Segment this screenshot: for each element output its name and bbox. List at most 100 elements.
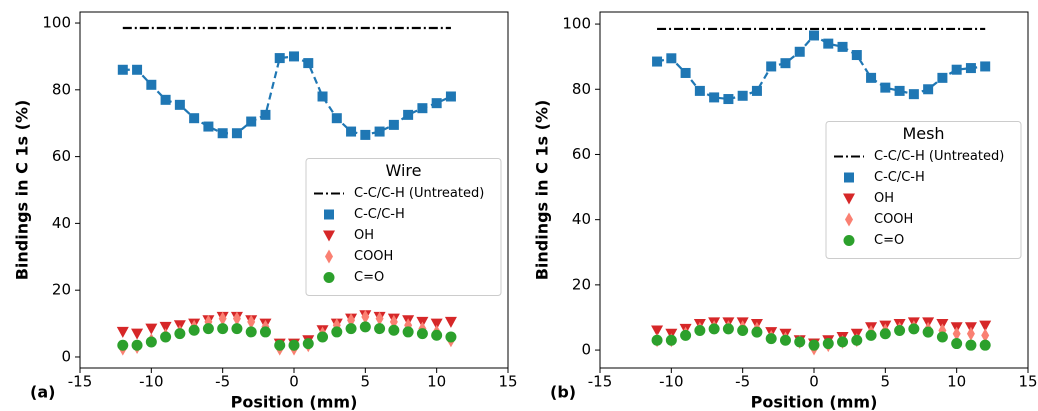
marker — [189, 113, 200, 124]
marker — [822, 338, 834, 350]
marker — [117, 339, 129, 351]
marker — [131, 339, 143, 351]
marker — [923, 84, 934, 95]
marker — [737, 90, 748, 101]
marker — [174, 99, 185, 110]
marker — [866, 72, 877, 83]
marker — [981, 328, 990, 343]
marker — [780, 58, 791, 69]
marker — [880, 82, 891, 93]
marker — [808, 339, 820, 351]
legend-swatch — [323, 230, 335, 242]
marker — [188, 324, 200, 336]
marker — [232, 311, 241, 326]
marker — [317, 331, 329, 343]
x-tick-label: 5 — [361, 373, 371, 391]
legend-swatch — [844, 172, 854, 183]
marker — [145, 336, 157, 348]
legend-swatch — [845, 212, 853, 227]
marker — [651, 334, 663, 346]
marker — [951, 338, 963, 350]
marker — [794, 336, 806, 348]
marker — [375, 311, 384, 326]
legend-label: C-C/C-H — [874, 170, 925, 185]
marker — [444, 316, 457, 328]
marker — [680, 67, 691, 78]
y-tick-label: 20 — [52, 281, 71, 299]
marker — [245, 326, 257, 338]
marker — [302, 338, 314, 350]
marker — [966, 326, 975, 341]
marker — [952, 326, 961, 341]
y-tick-label: 80 — [572, 80, 591, 98]
legend-title: Wire — [386, 161, 422, 180]
y-tick-label: 20 — [572, 275, 591, 293]
x-axis-label: Position (mm) — [231, 393, 358, 411]
marker — [218, 311, 227, 326]
marker — [430, 318, 443, 330]
y-tick-label: 80 — [52, 80, 71, 98]
y-tick-label: 40 — [572, 210, 591, 228]
marker — [361, 309, 370, 324]
x-tick-label: 0 — [289, 373, 299, 391]
marker — [709, 92, 720, 103]
marker — [951, 64, 962, 75]
legend-label: COOH — [354, 249, 393, 264]
y-tick-label: 0 — [61, 347, 71, 365]
marker — [116, 326, 129, 338]
y-axis-label: Bindings in C 1s (%) — [533, 100, 552, 281]
y-tick-label: 100 — [562, 15, 591, 33]
marker — [922, 326, 934, 338]
marker — [202, 323, 214, 335]
marker — [274, 339, 286, 351]
marker — [289, 51, 299, 62]
marker — [217, 323, 229, 335]
y-tick-label: 60 — [52, 147, 71, 165]
marker — [431, 329, 443, 341]
marker — [851, 50, 862, 61]
legend-swatch — [324, 209, 334, 220]
marker — [388, 119, 399, 130]
marker — [766, 61, 777, 72]
legend-label: C=O — [354, 270, 384, 285]
marker — [936, 331, 948, 343]
marker — [345, 323, 357, 335]
marker — [274, 53, 285, 64]
x-tick-label: -15 — [68, 373, 93, 391]
marker — [217, 128, 228, 139]
marker — [837, 41, 848, 52]
x-tick-label: -10 — [139, 373, 164, 391]
marker — [737, 325, 749, 337]
x-tick-label: -10 — [659, 373, 684, 391]
marker — [652, 56, 663, 67]
y-axis-label: Bindings in C 1s (%) — [13, 100, 32, 281]
y-tick-label: 0 — [581, 341, 591, 359]
legend-title: Mesh — [902, 124, 944, 143]
axes-frame — [599, 11, 1029, 369]
marker — [160, 331, 172, 343]
marker — [117, 64, 128, 75]
marker — [979, 320, 992, 332]
x-tick-label: -15 — [588, 373, 613, 391]
marker — [360, 129, 371, 140]
marker — [303, 58, 314, 69]
marker — [317, 91, 328, 102]
legend-box — [305, 158, 502, 296]
marker — [431, 98, 442, 109]
marker — [708, 323, 720, 335]
legend-label: C=O — [874, 233, 904, 248]
marker — [837, 336, 849, 348]
marker — [723, 94, 734, 105]
legend-label: COOH — [874, 212, 913, 227]
marker — [417, 103, 428, 114]
marker — [980, 61, 991, 72]
marker — [131, 328, 144, 340]
marker — [651, 325, 664, 337]
x-tick-label: 10 — [427, 373, 446, 391]
marker — [765, 333, 777, 345]
x-tick-label: 10 — [947, 373, 966, 391]
legend-swatch — [323, 272, 335, 283]
marker — [231, 128, 242, 139]
marker — [965, 339, 977, 351]
